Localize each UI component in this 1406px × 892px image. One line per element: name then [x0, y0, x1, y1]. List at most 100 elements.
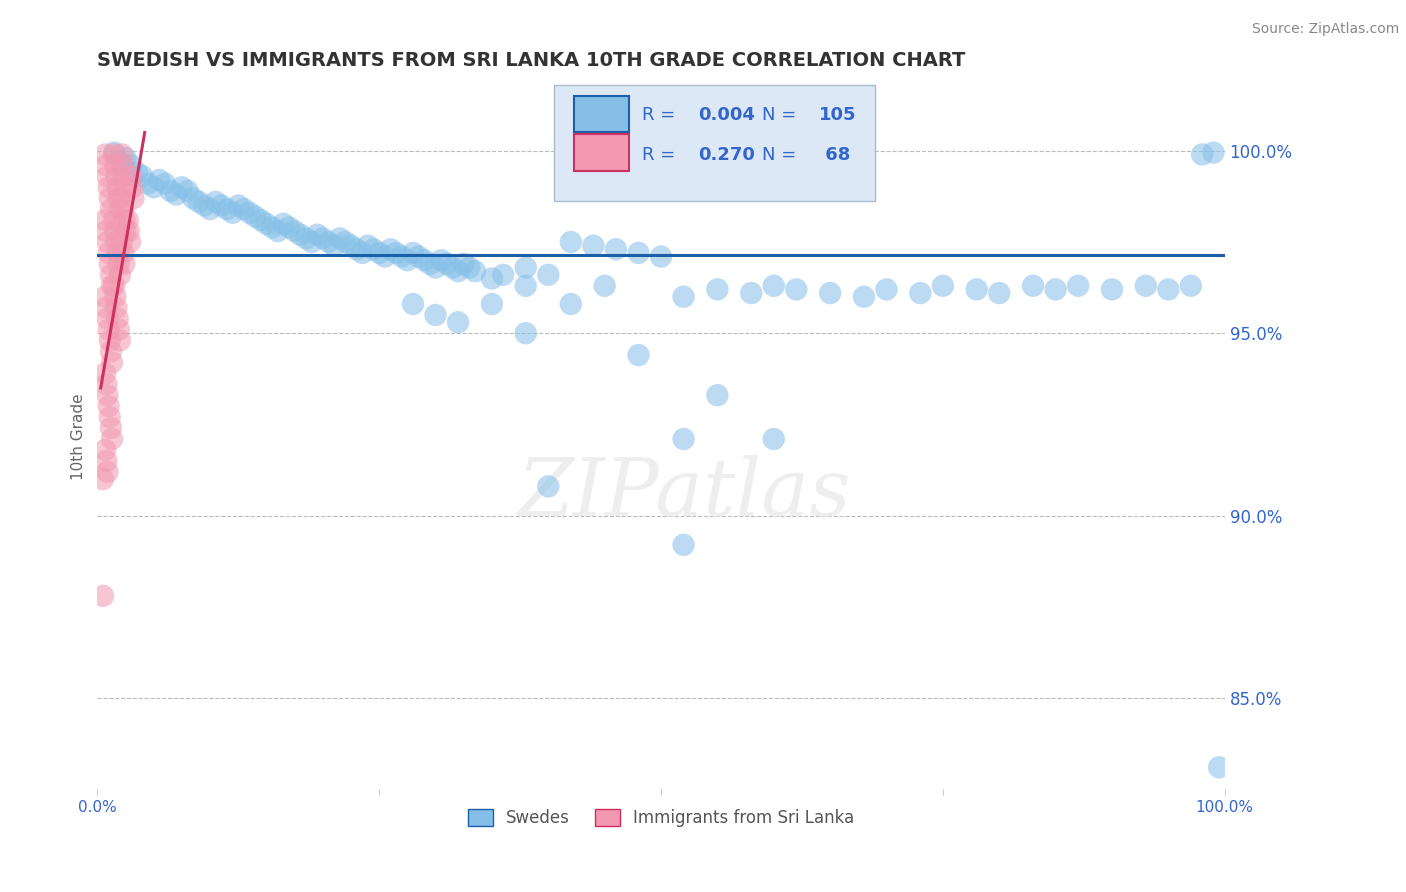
Point [1191, 147, 1213, 161]
Text: R =: R = [643, 145, 681, 163]
Point [97, 399, 120, 413]
Point [136, 177, 159, 191]
Point [740, 286, 762, 301]
Point [121, 180, 143, 194]
Text: Source: ZipAtlas.com: Source: ZipAtlas.com [1251, 22, 1399, 37]
Point [94, 213, 117, 227]
Point [262, 220, 284, 235]
Point [560, 235, 582, 249]
Text: SWEDISH VS IMMIGRANTS FROM SRI LANKA 10TH GRADE CORRELATION CHART: SWEDISH VS IMMIGRANTS FROM SRI LANKA 10T… [97, 51, 966, 70]
Point [273, 217, 295, 231]
Point [96, 311, 118, 326]
Point [396, 253, 419, 268]
Point [295, 231, 318, 245]
Point [221, 206, 243, 220]
Point [100, 421, 122, 435]
Point [159, 184, 181, 198]
Point [250, 213, 273, 227]
Point [537, 268, 560, 282]
Point [966, 282, 988, 296]
Point [515, 278, 537, 293]
Point [96, 169, 118, 184]
Point [481, 297, 503, 311]
Point [97, 246, 120, 260]
FancyBboxPatch shape [554, 85, 875, 202]
Point [1180, 278, 1202, 293]
FancyBboxPatch shape [574, 135, 630, 171]
Point [105, 235, 128, 249]
Point [232, 202, 254, 216]
Point [852, 290, 875, 304]
Point [335, 235, 357, 249]
Point [114, 224, 136, 238]
Point [1101, 282, 1123, 296]
Point [267, 224, 290, 238]
Point [1157, 282, 1180, 296]
Point [380, 242, 402, 256]
Point [818, 286, 841, 301]
Point [492, 268, 515, 282]
Point [96, 158, 118, 172]
Point [1202, 145, 1225, 160]
Point [453, 257, 475, 271]
Point [458, 260, 481, 275]
Point [385, 246, 408, 260]
Point [107, 311, 129, 326]
Point [402, 297, 425, 311]
Point [318, 235, 340, 249]
Point [988, 286, 1011, 301]
Text: N =: N = [762, 145, 803, 163]
Point [125, 166, 148, 180]
Point [108, 202, 131, 216]
Point [187, 194, 209, 209]
Point [301, 235, 323, 249]
Point [111, 191, 134, 205]
Point [100, 344, 122, 359]
Point [413, 253, 436, 268]
Point [1067, 278, 1090, 293]
Point [425, 308, 447, 322]
Point [101, 432, 124, 446]
Point [1045, 282, 1067, 296]
Point [425, 260, 447, 275]
Point [104, 290, 127, 304]
Point [107, 257, 129, 271]
Point [96, 224, 118, 238]
Point [560, 297, 582, 311]
Point [96, 388, 118, 402]
Point [537, 479, 560, 493]
Point [226, 198, 249, 212]
Text: 105: 105 [818, 106, 856, 124]
Text: N =: N = [762, 106, 803, 124]
Legend: Swedes, Immigrants from Sri Lanka: Swedes, Immigrants from Sri Lanka [461, 802, 860, 834]
Point [98, 191, 121, 205]
Text: 0.004: 0.004 [699, 106, 755, 124]
Point [114, 180, 136, 194]
Point [96, 301, 118, 315]
Point [515, 260, 537, 275]
Point [346, 242, 368, 256]
Point [114, 151, 136, 165]
Point [103, 147, 125, 161]
Point [238, 206, 260, 220]
Point [1208, 760, 1230, 774]
Point [96, 377, 118, 392]
Point [215, 202, 238, 216]
Point [101, 278, 124, 293]
Point [112, 169, 135, 184]
Text: 0.270: 0.270 [699, 145, 755, 163]
Point [515, 326, 537, 341]
Point [436, 257, 458, 271]
Point [582, 238, 605, 252]
Point [198, 202, 221, 216]
Point [481, 271, 503, 285]
Point [408, 250, 430, 264]
Point [419, 257, 441, 271]
Point [672, 432, 695, 446]
Point [391, 250, 413, 264]
Point [112, 202, 135, 216]
Point [165, 187, 187, 202]
Point [284, 224, 307, 238]
Point [91, 472, 114, 486]
Point [312, 231, 335, 245]
